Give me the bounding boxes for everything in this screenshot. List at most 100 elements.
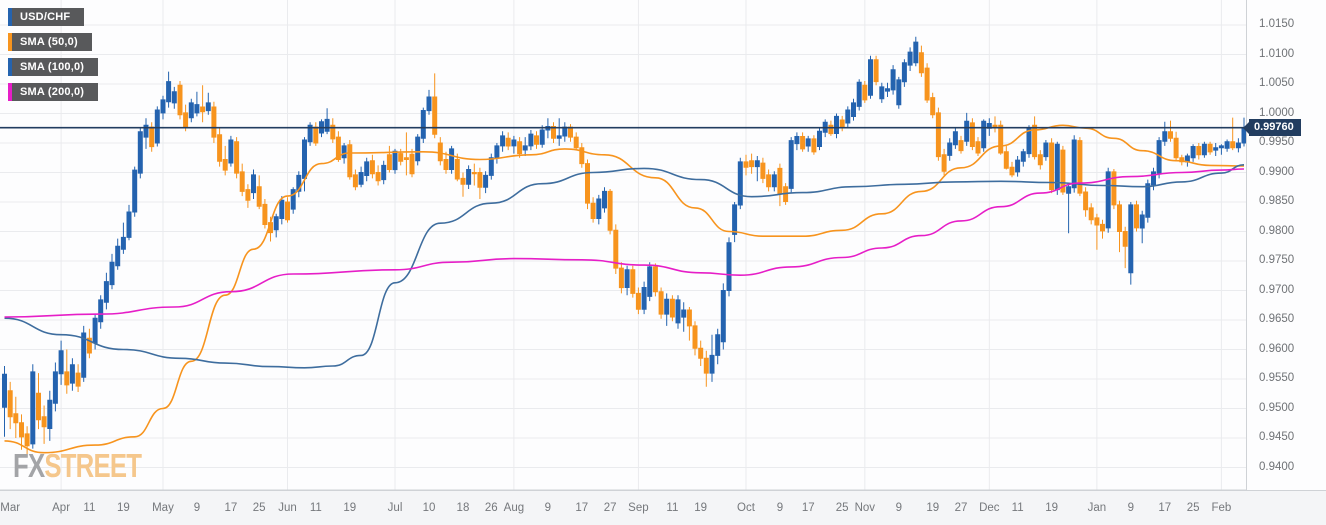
price-axis-label: 0.9600 bbox=[1259, 342, 1295, 355]
time-axis-label: 11 bbox=[83, 502, 96, 514]
price-axis-label: 1.0050 bbox=[1259, 77, 1295, 89]
bear-candle bbox=[330, 118, 336, 143]
legend-chip-sma50[interactable]: SMA (50,0) bbox=[8, 33, 92, 51]
indicator-legend: USD/CHF SMA (50,0) SMA (100,0) SMA (200,… bbox=[8, 8, 99, 108]
bull-candle bbox=[81, 325, 87, 382]
legend-chip-symbol[interactable]: USD/CHF bbox=[8, 8, 85, 26]
bull-candle bbox=[675, 295, 681, 329]
bull-candle bbox=[1162, 121, 1168, 146]
bear-candle bbox=[313, 122, 319, 146]
bull-candle bbox=[420, 107, 426, 143]
bull-candle bbox=[1224, 139, 1230, 152]
bear-candle bbox=[505, 132, 511, 151]
gridlines bbox=[0, 0, 1246, 490]
bull-candle bbox=[1156, 137, 1162, 179]
bear-candle bbox=[941, 148, 947, 176]
price-axis-label: 0.9750 bbox=[1259, 254, 1295, 266]
time-axis-label: 11 bbox=[1011, 502, 1024, 514]
bear-candle bbox=[652, 263, 658, 297]
bear-candle bbox=[534, 131, 539, 149]
time-axis-label: Oct bbox=[737, 502, 755, 514]
sma100-label: SMA (100,0) bbox=[20, 61, 85, 73]
bear-candle bbox=[1173, 131, 1179, 161]
sma50-label: SMA (50,0) bbox=[20, 36, 78, 48]
bear-candle bbox=[454, 153, 460, 182]
bear-candle bbox=[703, 350, 709, 387]
sma-100-line bbox=[4, 164, 1245, 369]
sma50-color-stripe bbox=[8, 33, 12, 51]
bull-candle bbox=[647, 262, 653, 302]
bull-candle bbox=[1201, 141, 1207, 158]
bear-candle bbox=[811, 135, 817, 155]
bull-candle bbox=[324, 108, 330, 135]
bear-candle bbox=[969, 118, 975, 151]
bear-candle bbox=[862, 81, 868, 103]
bull-candle bbox=[964, 112, 970, 146]
bull-candle bbox=[851, 98, 856, 121]
legend-chip-sma100[interactable]: SMA (100,0) bbox=[8, 58, 99, 76]
bear-candle bbox=[471, 163, 477, 186]
bear-candle bbox=[568, 124, 573, 142]
sma200-label: SMA (200,0) bbox=[20, 86, 85, 98]
bear-candle bbox=[800, 132, 806, 152]
bull-candle bbox=[602, 187, 607, 213]
bear-candle bbox=[698, 340, 704, 366]
bull-candle bbox=[143, 118, 149, 149]
bear-candle bbox=[551, 122, 556, 143]
bull-candle bbox=[251, 169, 256, 199]
bear-candle bbox=[386, 145, 392, 173]
bull-candle bbox=[103, 272, 109, 310]
bear-candle bbox=[607, 189, 613, 235]
bull-candle bbox=[539, 125, 545, 148]
bull-candle bbox=[771, 171, 777, 192]
bear-candle bbox=[669, 295, 675, 322]
bear-candle bbox=[1094, 213, 1100, 250]
time-axis-label: 9 bbox=[895, 502, 902, 514]
legend-chip-sma200[interactable]: SMA (200,0) bbox=[8, 83, 99, 101]
bear-candle bbox=[579, 143, 585, 168]
bear-candle bbox=[743, 154, 749, 176]
bear-candle bbox=[403, 132, 409, 176]
sma100-color-stripe bbox=[8, 58, 12, 76]
bear-candle bbox=[217, 128, 223, 167]
bear-candle bbox=[1032, 116, 1038, 160]
bull-candle bbox=[681, 302, 687, 332]
bear-candle bbox=[443, 151, 449, 174]
bull-candle bbox=[896, 76, 902, 109]
time-axis-label: Feb bbox=[1211, 502, 1232, 514]
bear-candle bbox=[256, 175, 262, 210]
time-axis-label: Apr bbox=[52, 502, 71, 514]
bull-candle bbox=[279, 196, 285, 225]
bear-candle bbox=[692, 321, 698, 356]
bull-candle bbox=[415, 134, 421, 166]
bull-candle bbox=[205, 92, 211, 115]
bull-candle bbox=[845, 106, 851, 128]
bear-candle bbox=[149, 122, 155, 152]
symbol-color-stripe bbox=[8, 8, 12, 26]
bear-candle bbox=[1168, 120, 1173, 142]
price-axis-label: 0.9900 bbox=[1259, 165, 1295, 178]
bull-candle bbox=[1184, 153, 1190, 167]
bear-candle bbox=[749, 153, 755, 174]
bull-candle bbox=[364, 157, 370, 182]
time-axis-label: 9 bbox=[193, 502, 201, 514]
bull-candle bbox=[1190, 144, 1196, 162]
bull-candle bbox=[664, 293, 670, 326]
price-axis-label: 0.9400 bbox=[1259, 460, 1295, 473]
bull-candle bbox=[754, 156, 760, 182]
price-axis[interactable]: 1.0150 1.0100 1.0050 1.0000 0.9950 0.9900 0.98… bbox=[1246, 0, 1326, 490]
bear-candle bbox=[183, 104, 189, 132]
bear-candle bbox=[1083, 187, 1089, 217]
bull-candle bbox=[732, 202, 738, 243]
bear-candle bbox=[1049, 138, 1055, 194]
bull-candle bbox=[426, 89, 432, 115]
time-axis[interactable]: Mar Apr 11 19 May 9 17 25 Jun 11 19 Jul 10 18 26 Aug 9 17… bbox=[0, 490, 1326, 525]
bull-candle bbox=[488, 153, 494, 180]
bull-candle bbox=[1020, 148, 1026, 167]
time-axis-label: Jun bbox=[278, 502, 297, 514]
candlestick-series bbox=[2, 36, 1247, 457]
time-axis-label: 19 bbox=[694, 502, 708, 514]
bull-candle bbox=[907, 47, 913, 71]
bear-candle bbox=[13, 396, 19, 438]
